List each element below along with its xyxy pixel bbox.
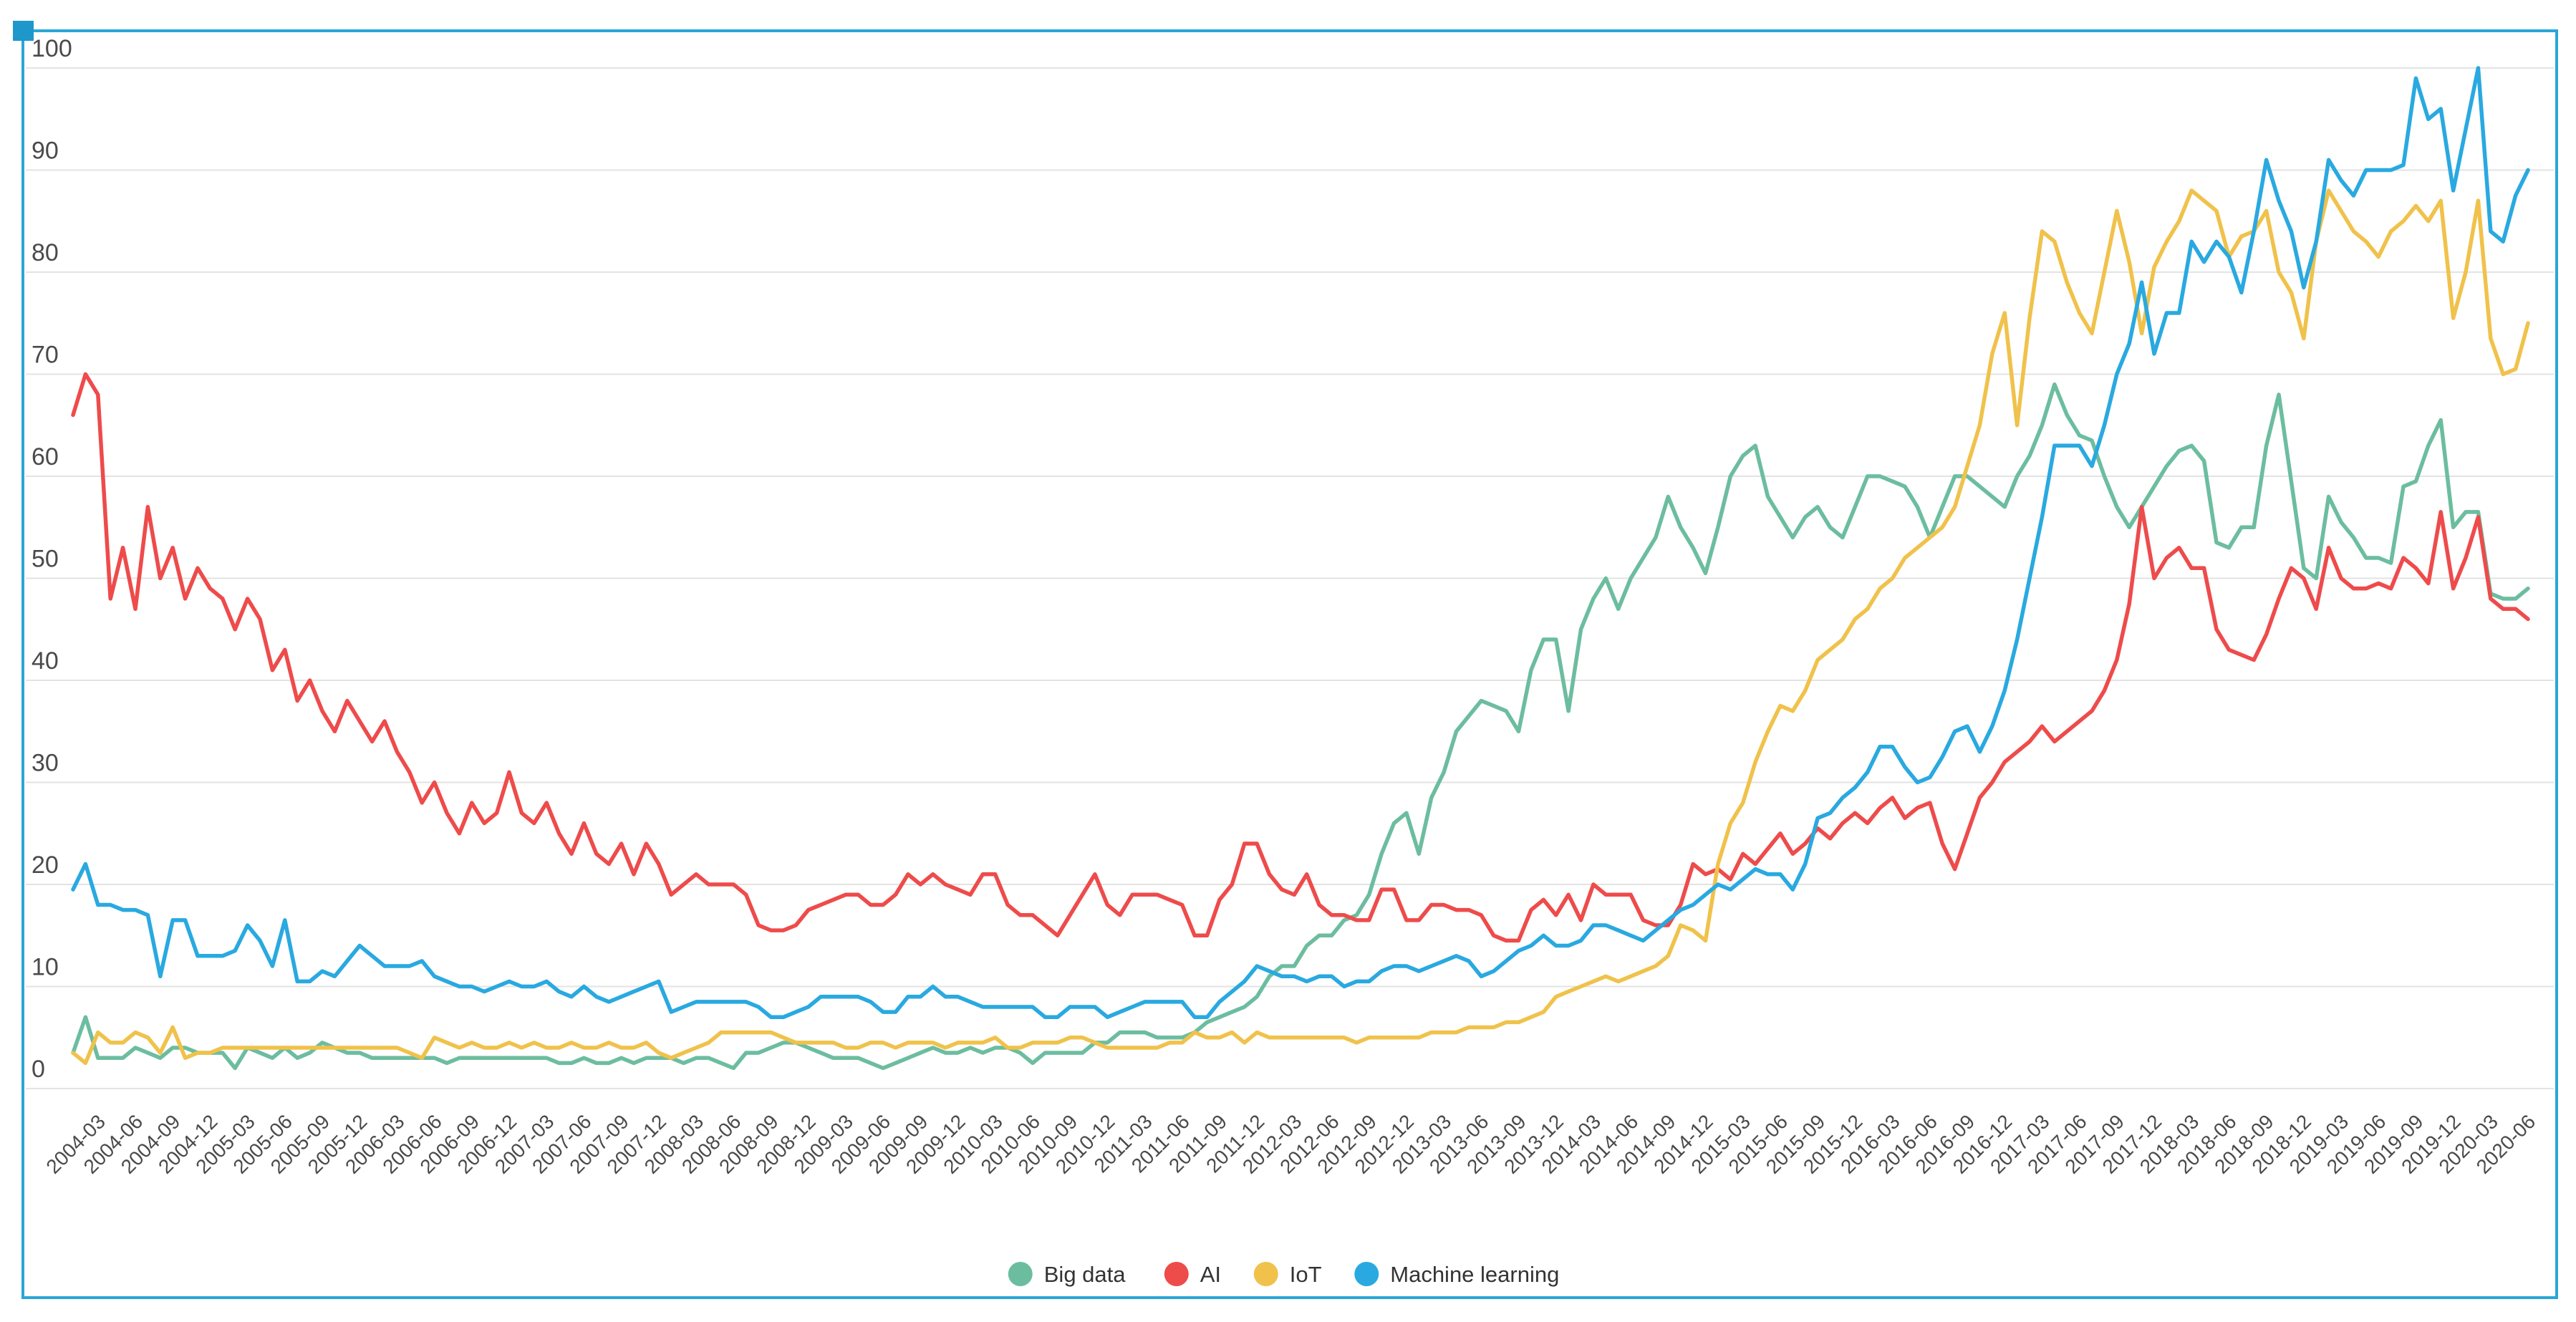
legend-item-big-data[interactable]: Big data [1008, 1262, 1127, 1287]
y-tick-label: 40 [32, 647, 59, 675]
y-tick-label: 50 [32, 546, 59, 573]
y-tick-label: 90 [32, 137, 59, 165]
legend-label: AI [1200, 1262, 1221, 1287]
y-tick-label: 30 [32, 750, 59, 777]
resize-handle[interactable] [13, 21, 34, 41]
legend-swatch-icon [1253, 1262, 1278, 1286]
series-line-machine-learning [71, 66, 2530, 1020]
legend-label: Big data [1044, 1262, 1127, 1287]
legend-swatch-icon [1008, 1262, 1033, 1286]
legend-swatch-icon [1164, 1262, 1189, 1286]
y-tick-label: 10 [32, 954, 59, 981]
legend-item-ai[interactable]: AI [1164, 1262, 1221, 1287]
legend-label: Machine learning [1390, 1262, 1559, 1287]
legend-item-machine-learning[interactable]: Machine learning [1354, 1262, 1559, 1287]
series-line-ai [71, 372, 2530, 943]
series-line-iot [71, 188, 2530, 1066]
legend-swatch-icon [1354, 1262, 1379, 1286]
y-tick-label: 80 [32, 239, 59, 266]
y-tick-label: 60 [32, 443, 59, 471]
y-tick-label: 20 [32, 851, 59, 879]
series-line-big-data [71, 382, 2530, 1071]
y-tick-label: 0 [32, 1056, 45, 1083]
y-tick-label: 100 [32, 35, 72, 62]
legend-label: IoT [1290, 1262, 1322, 1287]
legend-item-iot[interactable]: IoT [1253, 1262, 1322, 1287]
y-tick-label: 70 [32, 342, 59, 369]
chart-frame-border [21, 29, 2558, 1299]
